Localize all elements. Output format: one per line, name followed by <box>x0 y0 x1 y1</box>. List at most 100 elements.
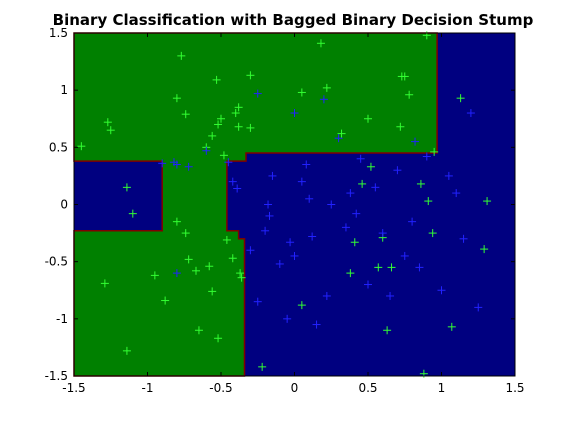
data-point-green-50 <box>396 122 405 131</box>
data-point-green-10 <box>172 94 181 103</box>
data-point-green-14 <box>184 255 193 264</box>
data-point-blue-8 <box>233 184 242 193</box>
data-point-green-59 <box>430 147 439 156</box>
data-point-green-48 <box>383 326 392 335</box>
y-tick-label: 0.5 <box>49 140 68 154</box>
data-point-green-36 <box>297 88 306 97</box>
data-point-blue-12 <box>261 226 270 235</box>
y-tick-label: -1 <box>56 312 68 326</box>
data-point-green-23 <box>214 120 223 129</box>
y-tick-label: 0 <box>60 198 68 212</box>
data-point-green-54 <box>416 179 425 188</box>
data-point-green-39 <box>322 83 331 92</box>
data-point-blue-3 <box>172 269 181 278</box>
y-tick-label: -1.5 <box>45 369 68 383</box>
data-point-green-5 <box>122 183 131 192</box>
data-point-blue-19 <box>290 109 299 118</box>
data-point-green-38 <box>316 39 325 48</box>
data-point-green-6 <box>128 209 137 218</box>
x-tick-label: 0.5 <box>358 381 377 395</box>
data-point-green-52 <box>400 72 409 81</box>
data-point-blue-22 <box>302 160 311 169</box>
data-point-green-13 <box>181 229 190 238</box>
data-point-green-24 <box>217 114 225 123</box>
y-tick-label: -0.5 <box>45 255 68 269</box>
data-point-blue-23 <box>305 194 314 203</box>
data-point-blue-7 <box>228 177 237 186</box>
data-point-green-43 <box>358 179 367 188</box>
decision-regions <box>73 32 438 377</box>
data-point-green-1 <box>103 118 112 127</box>
data-point-green-53 <box>405 90 414 99</box>
data-point-green-7 <box>150 271 159 280</box>
data-point-green-9 <box>172 217 181 226</box>
data-point-blue-26 <box>319 95 328 104</box>
y-tick-label: 1.5 <box>49 26 68 40</box>
data-point-blue-32 <box>352 209 361 218</box>
data-point-green-31 <box>236 269 245 278</box>
data-point-blue-16 <box>275 259 284 268</box>
data-point-blue-37 <box>386 291 395 300</box>
data-point-blue-0 <box>158 159 167 168</box>
data-point-green-2 <box>106 126 115 135</box>
data-point-green-22 <box>214 334 223 343</box>
data-point-green-15 <box>192 266 201 275</box>
data-point-green-27 <box>228 254 237 263</box>
data-point-blue-45 <box>444 171 453 180</box>
data-point-green-30 <box>234 122 243 131</box>
data-point-green-29 <box>234 103 243 112</box>
data-point-green-60 <box>447 322 456 331</box>
data-point-green-32 <box>237 273 246 282</box>
data-point-blue-27 <box>322 291 331 300</box>
data-point-blue-40 <box>408 217 417 226</box>
data-point-blue-47 <box>459 234 468 243</box>
data-point-green-37 <box>297 301 306 310</box>
data-point-green-3 <box>100 279 109 288</box>
chart-title: Binary Classification with Bagged Binary… <box>53 11 534 29</box>
data-point-blue-9 <box>246 246 255 255</box>
data-point-green-40 <box>337 129 346 138</box>
data-point-green-26 <box>222 235 231 244</box>
data-point-blue-35 <box>371 183 380 192</box>
y-tick-label: 1 <box>60 83 68 97</box>
data-point-blue-17 <box>283 314 292 323</box>
data-point-blue-13 <box>264 200 273 209</box>
data-point-green-58 <box>428 229 437 238</box>
data-point-green-44 <box>364 114 372 123</box>
data-point-blue-21 <box>297 177 306 186</box>
data-point-blue-24 <box>308 232 317 241</box>
data-point-green-42 <box>346 269 355 278</box>
y-axis: -1.5 -1 -0.5 0 0.5 1 1.5 <box>45 26 515 383</box>
data-point-green-46 <box>374 263 383 272</box>
data-point-blue-15 <box>268 171 277 180</box>
data-points <box>77 31 492 378</box>
data-point-blue-11 <box>253 297 262 306</box>
x-tick-label: -1 <box>142 381 154 395</box>
data-point-green-25 <box>219 151 228 160</box>
data-point-blue-48 <box>466 109 475 118</box>
data-point-green-19 <box>208 131 217 140</box>
data-point-blue-31 <box>346 189 355 198</box>
data-point-green-11 <box>177 51 186 60</box>
data-point-green-12 <box>181 110 190 119</box>
x-tick-label: 1 <box>438 381 446 395</box>
data-point-green-18 <box>205 262 214 271</box>
data-point-blue-29 <box>334 134 343 143</box>
x-tick-label: -1.5 <box>62 381 85 395</box>
data-point-blue-18 <box>286 238 295 247</box>
data-point-blue-20 <box>290 251 299 260</box>
data-point-blue-46 <box>452 189 461 198</box>
data-point-blue-25 <box>312 320 321 329</box>
data-point-blue-10 <box>253 89 262 98</box>
data-point-green-34 <box>246 123 255 132</box>
data-point-blue-28 <box>327 200 336 209</box>
data-point-blue-5 <box>202 146 211 155</box>
data-point-blue-2 <box>172 160 181 169</box>
data-point-blue-34 <box>364 280 372 289</box>
data-point-green-16 <box>194 326 203 335</box>
plot-area <box>73 31 516 378</box>
data-point-blue-33 <box>356 154 365 163</box>
data-point-blue-4 <box>184 162 193 171</box>
decision-region-class-green <box>73 32 438 377</box>
data-point-green-20 <box>208 287 217 296</box>
